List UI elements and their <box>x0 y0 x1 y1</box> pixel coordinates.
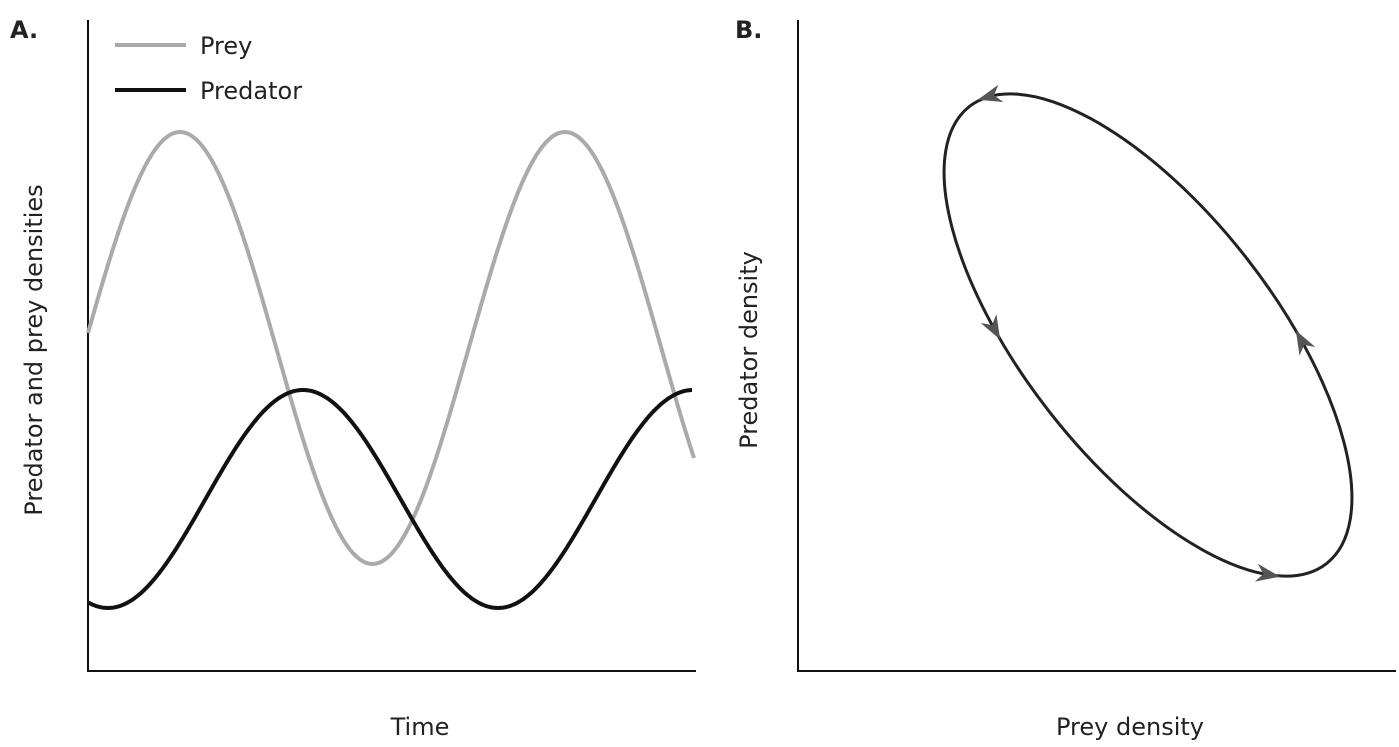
x-axis-label: Time <box>390 713 450 741</box>
predator-curve <box>87 388 693 611</box>
panel-label: B. <box>735 16 762 44</box>
arrows <box>977 84 1316 582</box>
panel-label: A. <box>10 16 38 44</box>
arrowhead <box>1295 330 1316 356</box>
arrowhead <box>1254 563 1280 582</box>
legend-label: Predator <box>200 77 302 105</box>
phase-cycle <box>942 92 1354 578</box>
arrowhead <box>980 314 1001 340</box>
x-axis-label: Prey density <box>1056 713 1204 741</box>
y-axis-label: Predator density <box>735 251 763 449</box>
prey-curve <box>86 129 696 567</box>
legend-label: Prey <box>200 32 252 60</box>
arrowhead <box>977 84 1004 102</box>
y-axis-label: Predator and prey densities <box>20 184 48 515</box>
